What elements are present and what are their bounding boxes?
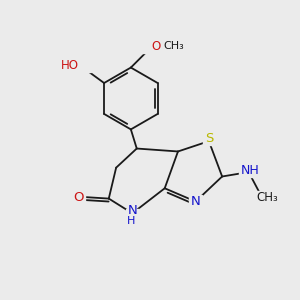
Bar xyxy=(239,164,261,177)
Bar xyxy=(134,40,166,52)
Text: N: N xyxy=(128,205,137,218)
Bar xyxy=(255,191,280,203)
Bar xyxy=(126,208,139,221)
Text: S: S xyxy=(205,132,213,145)
Bar xyxy=(190,195,202,208)
Text: N: N xyxy=(191,195,200,208)
Bar xyxy=(64,59,91,71)
Text: CH₃: CH₃ xyxy=(256,190,278,204)
Text: O: O xyxy=(151,40,160,53)
Text: H: H xyxy=(127,216,135,226)
Bar xyxy=(72,191,86,203)
Text: O: O xyxy=(74,190,84,204)
Text: HO: HO xyxy=(61,59,79,72)
Text: CH₃: CH₃ xyxy=(164,41,184,51)
Bar xyxy=(203,133,215,145)
Text: NH: NH xyxy=(241,164,260,177)
